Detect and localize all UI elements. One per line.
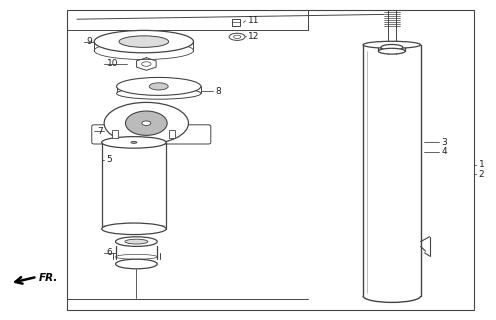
Bar <box>232 19 240 26</box>
Ellipse shape <box>116 259 157 269</box>
Ellipse shape <box>131 141 137 143</box>
Ellipse shape <box>229 33 245 40</box>
Text: 12: 12 <box>248 32 259 41</box>
Bar <box>169 130 175 138</box>
Ellipse shape <box>234 35 241 38</box>
Text: 6: 6 <box>107 248 113 257</box>
Text: 5: 5 <box>107 156 113 164</box>
FancyBboxPatch shape <box>92 125 211 144</box>
Text: FR.: FR. <box>39 273 58 283</box>
Text: 4: 4 <box>441 148 447 156</box>
Ellipse shape <box>149 83 168 90</box>
Ellipse shape <box>117 88 201 99</box>
Ellipse shape <box>102 223 166 235</box>
Ellipse shape <box>378 48 405 54</box>
Ellipse shape <box>117 77 201 95</box>
Ellipse shape <box>125 239 148 244</box>
Ellipse shape <box>125 111 167 135</box>
Text: 3: 3 <box>441 138 447 147</box>
Text: 11: 11 <box>248 16 259 25</box>
Ellipse shape <box>363 41 421 48</box>
Text: 10: 10 <box>107 60 118 68</box>
Bar <box>112 130 118 138</box>
Bar <box>67 10 474 310</box>
Text: 1: 1 <box>479 160 485 169</box>
Ellipse shape <box>381 44 403 50</box>
Ellipse shape <box>142 121 151 125</box>
Ellipse shape <box>119 36 169 47</box>
Ellipse shape <box>142 62 151 66</box>
Text: 8: 8 <box>216 87 222 96</box>
Text: 9: 9 <box>87 37 93 46</box>
Ellipse shape <box>116 237 157 246</box>
Ellipse shape <box>102 137 166 148</box>
Ellipse shape <box>94 30 193 53</box>
Ellipse shape <box>104 102 188 144</box>
Text: 7: 7 <box>97 127 103 136</box>
Text: 2: 2 <box>479 170 484 179</box>
